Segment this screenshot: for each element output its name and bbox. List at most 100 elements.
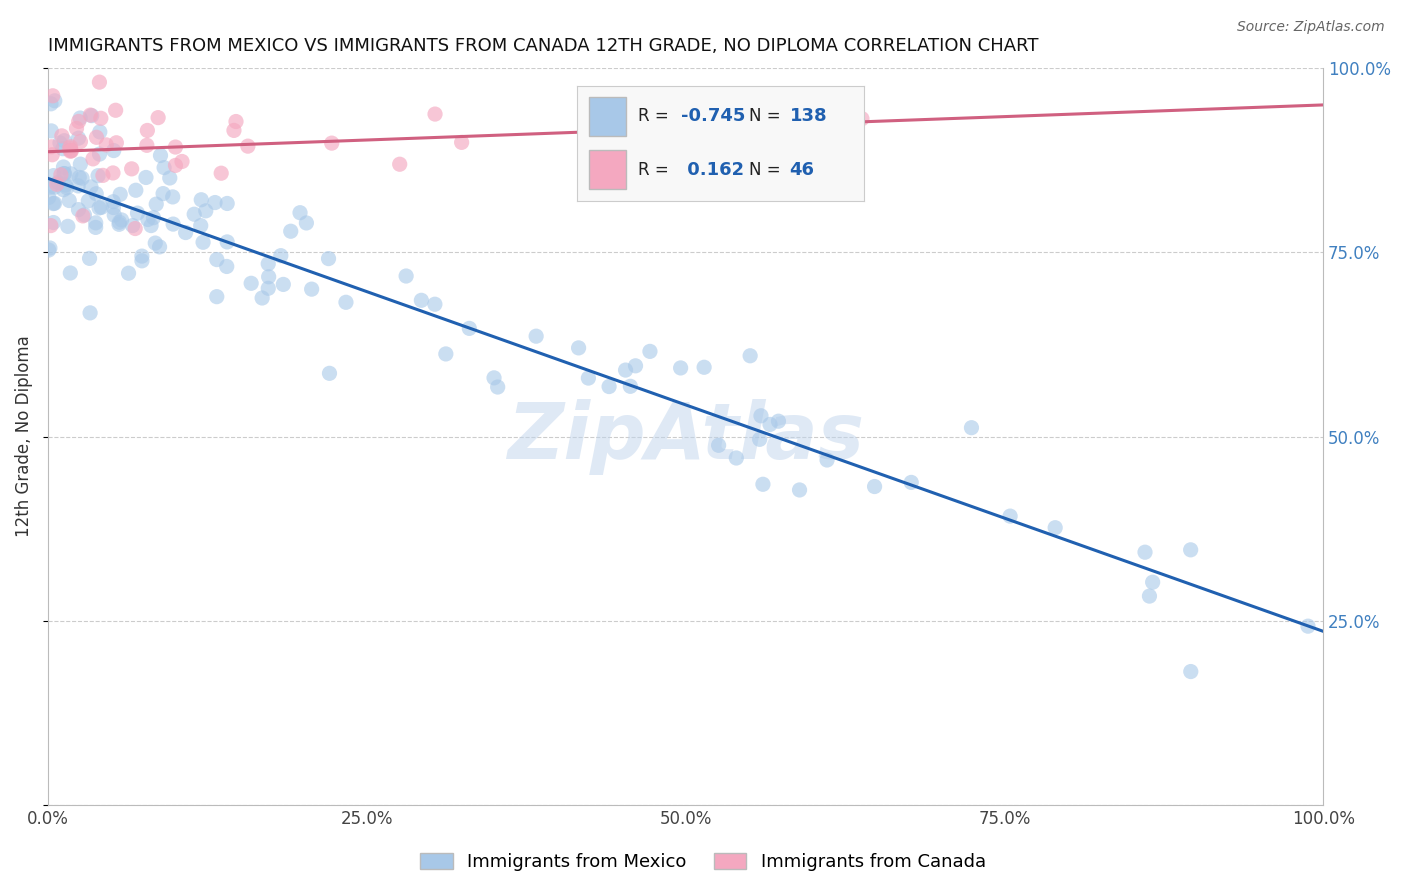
Point [170, 154, 193, 169]
Y-axis label: 12th Grade, No Diploma: 12th Grade, No Diploma [15, 335, 32, 537]
Point [139, 219, 162, 233]
Point [103, 144, 125, 158]
Point [768, 108, 790, 122]
Point [162, 190, 184, 204]
Point [486, 380, 509, 394]
Point [131, 249, 153, 263]
Point [39, 219, 62, 233]
Point [44, 180, 66, 194]
Point [49, 168, 72, 182]
Point [89, 125, 111, 139]
Point [52, 183, 75, 197]
Point [318, 252, 340, 266]
Text: Source: ZipAtlas.com: Source: ZipAtlas.com [1237, 20, 1385, 34]
Point [288, 205, 311, 219]
Point [423, 107, 446, 121]
Point [815, 453, 838, 467]
Point [90, 200, 112, 214]
Point [482, 371, 505, 385]
Point [614, 363, 637, 377]
Point [91, 169, 114, 183]
Point [280, 224, 302, 238]
Point [598, 379, 620, 393]
Point [58, 141, 80, 155]
Point [458, 321, 481, 335]
Point [121, 219, 143, 233]
Point [209, 166, 232, 180]
Point [84, 186, 107, 201]
Point [67, 131, 90, 145]
Point [321, 136, 343, 150]
Point [250, 291, 273, 305]
Point [143, 236, 166, 251]
Point [52, 160, 75, 174]
Point [108, 217, 131, 231]
Point [135, 138, 157, 153]
Point [851, 112, 873, 126]
Point [205, 252, 228, 267]
Point [149, 148, 172, 162]
Point [900, 475, 922, 490]
Point [740, 349, 762, 363]
Point [411, 293, 433, 308]
Point [1133, 545, 1156, 559]
Point [159, 171, 181, 186]
Point [257, 257, 280, 271]
Point [240, 277, 263, 291]
Point [301, 282, 323, 296]
Point [165, 140, 187, 154]
Text: IMMIGRANTS FROM MEXICO VS IMMIGRANTS FROM CANADA 12TH GRADE, NO DIPLOMA CORRELAT: IMMIGRANTS FROM MEXICO VS IMMIGRANTS FRO… [48, 37, 1039, 55]
Point [80, 109, 103, 123]
Point [108, 215, 131, 229]
Point [72, 209, 94, 223]
Point [84, 216, 107, 230]
Point [153, 161, 176, 175]
Point [194, 203, 217, 218]
Point [39, 96, 62, 111]
Point [576, 371, 599, 385]
Point [174, 226, 197, 240]
Point [38, 241, 60, 255]
Point [38, 190, 60, 204]
Point [423, 297, 446, 311]
Point [759, 417, 782, 432]
Point [768, 414, 790, 428]
Point [624, 359, 647, 373]
Point [77, 194, 100, 208]
Point [52, 142, 75, 156]
Point [146, 111, 169, 125]
Point [136, 212, 159, 227]
Point [104, 103, 127, 118]
Point [42, 169, 65, 183]
Point [103, 201, 125, 215]
Point [225, 114, 247, 128]
Point [52, 167, 75, 181]
Point [752, 477, 775, 491]
Point [58, 194, 80, 208]
Point [190, 193, 212, 207]
Point [135, 170, 157, 185]
Point [49, 136, 72, 150]
Point [335, 295, 357, 310]
Point [96, 137, 118, 152]
Point [568, 341, 591, 355]
Point [89, 75, 111, 89]
Point [204, 195, 226, 210]
Point [44, 196, 66, 211]
Point [190, 219, 212, 233]
Point [124, 221, 146, 235]
Point [42, 215, 65, 229]
Legend: Immigrants from Mexico, Immigrants from Canada: Immigrants from Mexico, Immigrants from … [413, 846, 993, 879]
Point [59, 139, 82, 153]
Point [295, 216, 318, 230]
Point [59, 266, 82, 280]
Point [191, 235, 214, 250]
Point [41, 147, 63, 161]
Point [41, 140, 63, 154]
Point [1296, 619, 1319, 633]
Point [152, 186, 174, 201]
Point [70, 171, 93, 186]
Point [148, 240, 170, 254]
Point [82, 152, 104, 166]
Point [863, 479, 886, 493]
